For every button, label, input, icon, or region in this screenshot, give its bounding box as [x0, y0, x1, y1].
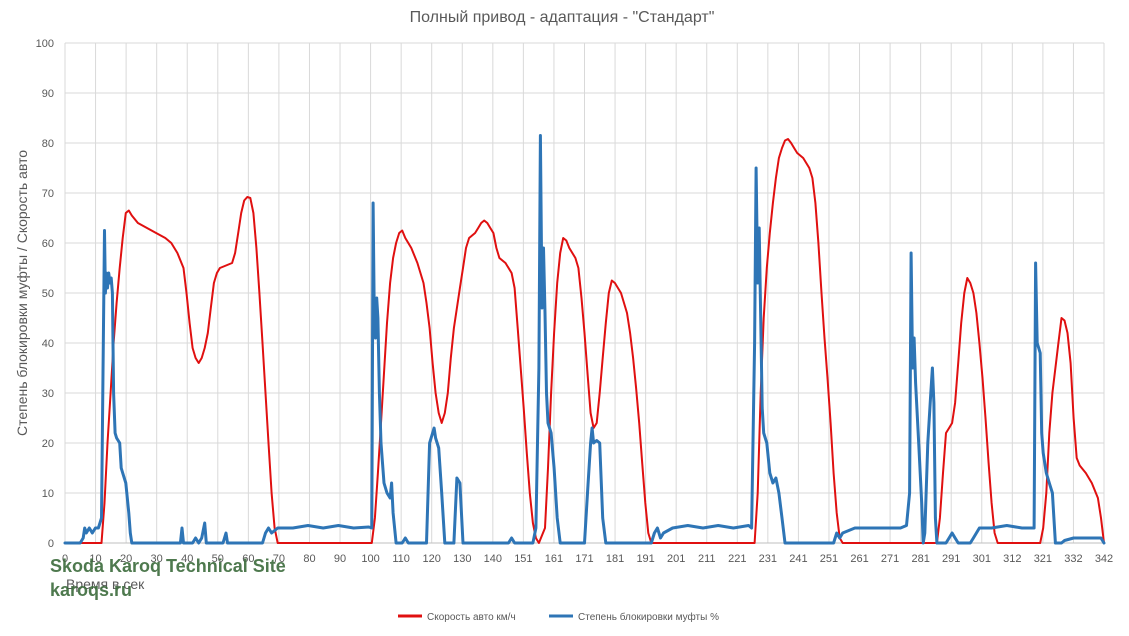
x-tick-label: 211 — [698, 553, 716, 565]
legend-label: Скорость авто км/ч — [427, 612, 516, 623]
x-tick-label: 251 — [820, 553, 838, 565]
x-tick-label: 312 — [1003, 553, 1021, 565]
x-tick-label: 261 — [850, 553, 868, 565]
x-tick-label: 221 — [728, 553, 746, 565]
y-tick-label: 40 — [42, 338, 54, 350]
x-tick-label: 151 — [514, 553, 532, 565]
y-axis: 0 10 20 30 40 50 60 70 80 90 100 — [36, 38, 54, 550]
y-tick-label: 70 — [42, 188, 54, 200]
x-tick-label: 20 — [120, 553, 132, 565]
x-tick-label: 231 — [759, 553, 777, 565]
x-tick-label: 140 — [484, 553, 502, 565]
x-tick-label: 110 — [392, 553, 410, 565]
x-tick-label: 191 — [636, 553, 654, 565]
x-tick-label: 342 — [1095, 553, 1113, 565]
x-tick-label: 271 — [881, 553, 899, 565]
chart-title: Полный привод - адаптация - "Стандарт" — [410, 9, 715, 26]
x-tick-label: 281 — [911, 553, 929, 565]
x-tick-label: 80 — [303, 553, 315, 565]
y-tick-label: 10 — [42, 488, 54, 500]
series-line-1 — [64, 138, 1105, 544]
watermark-url: karoqs.ru — [50, 580, 133, 600]
series-layer — [63, 134, 1106, 545]
y-tick-label: 100 — [36, 38, 54, 50]
x-tick-label: 201 — [667, 553, 685, 565]
x-tick-label: 291 — [942, 553, 960, 565]
x-tick-label: 10 — [89, 553, 101, 565]
y-tick-label: 20 — [42, 438, 54, 450]
y-tick-label: 0 — [48, 538, 54, 550]
y-tick-label: 50 — [42, 288, 54, 300]
y-tick-label: 80 — [42, 138, 54, 150]
y-tick-label: 90 — [42, 88, 54, 100]
legend-label: Степень блокировки муфты % — [578, 611, 719, 623]
x-tick-label: 171 — [575, 553, 593, 565]
x-tick-label: 40 — [181, 553, 193, 565]
x-tick-label: 70 — [273, 553, 285, 565]
series-line-2 — [63, 134, 1106, 545]
x-tick-label: 321 — [1034, 553, 1052, 565]
x-axis-label: Время в сек — [66, 576, 145, 592]
y-axis-label: Степень блокировки муфты / Скорость авто — [14, 150, 30, 436]
watermark-title: Skoda Karoq Technical Site — [50, 556, 286, 576]
x-tick-label: 100 — [361, 553, 379, 565]
y-tick-label: 30 — [42, 388, 54, 400]
x-tick-label: 30 — [151, 553, 163, 565]
x-tick-label: 181 — [606, 553, 624, 565]
x-tick-label: 120 — [423, 553, 441, 565]
x-tick-label: 161 — [545, 553, 563, 565]
x-tick-label: 90 — [334, 553, 346, 565]
x-axis: 0 10 20 30 40 50 60 70 80 90 100 110 120 130 140 151 161… — [62, 553, 1113, 565]
legend: Скорость авто км/ч Степень блокировки муф… — [398, 611, 719, 623]
x-tick-label: 130 — [453, 553, 471, 565]
x-tick-label: 301 — [973, 553, 991, 565]
x-tick-label: 0 — [62, 553, 68, 565]
x-tick-label: 332 — [1064, 553, 1082, 565]
y-tick-label: 60 — [42, 238, 54, 250]
x-tick-label: 50 — [212, 553, 224, 565]
x-tick-label: 60 — [242, 553, 254, 565]
x-tick-label: 241 — [789, 553, 807, 565]
grid — [64, 42, 1105, 544]
